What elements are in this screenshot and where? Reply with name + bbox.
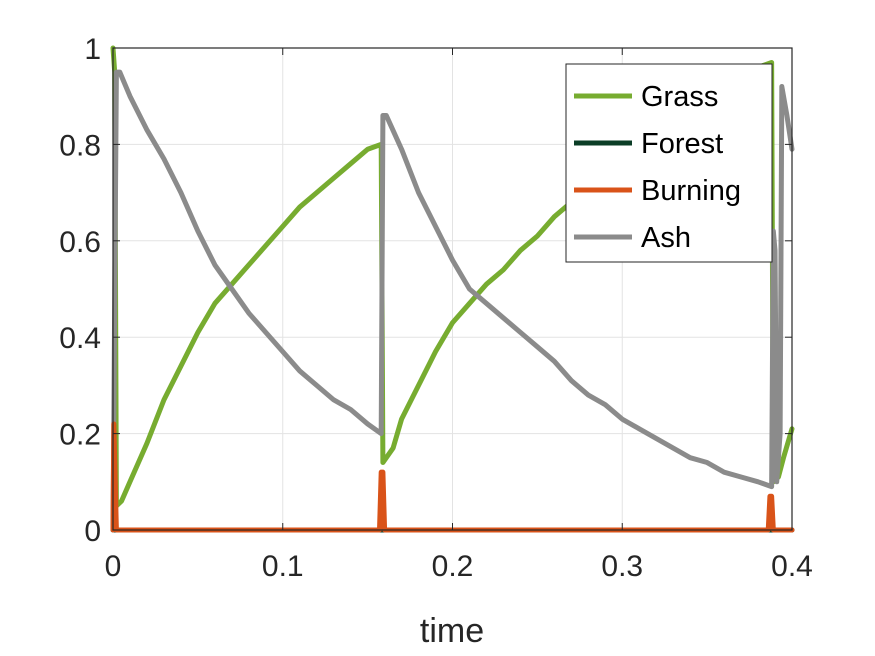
x-tick-label: 0.4	[771, 550, 813, 583]
legend-label-burning: Burning	[641, 175, 741, 207]
plot-frame	[112, 47, 793, 531]
legend-label-ash: Ash	[641, 222, 691, 254]
legend-label-forest: Forest	[641, 128, 723, 160]
legend-label-grass: Grass	[641, 81, 718, 113]
y-tick-labels: 0 0.2 0.4 0.6 0.8 1	[59, 33, 101, 548]
x-tick-label: 0.3	[601, 550, 643, 583]
x-axis-label: time	[420, 612, 484, 650]
y-tick-label: 1	[84, 33, 101, 66]
series-line-ash	[110, 69, 795, 533]
legend: Grass Forest Burning Ash	[565, 63, 773, 263]
y-tick-label: 0.8	[59, 129, 101, 162]
x-tick-labels: 0 0.1 0.2 0.3 0.4	[105, 550, 813, 583]
y-tick-label: 0.4	[59, 322, 101, 355]
x-tick-label: 0.1	[262, 550, 304, 583]
legend-box	[565, 63, 773, 263]
y-tick-label: 0.6	[59, 226, 101, 259]
series-line-burning	[110, 421, 795, 533]
x-tick-label: 0.2	[432, 550, 474, 583]
y-tick-label: 0.2	[59, 419, 101, 452]
axes	[112, 47, 793, 531]
y-tick-label: 0	[84, 515, 101, 548]
x-tick-label: 0	[105, 550, 122, 583]
